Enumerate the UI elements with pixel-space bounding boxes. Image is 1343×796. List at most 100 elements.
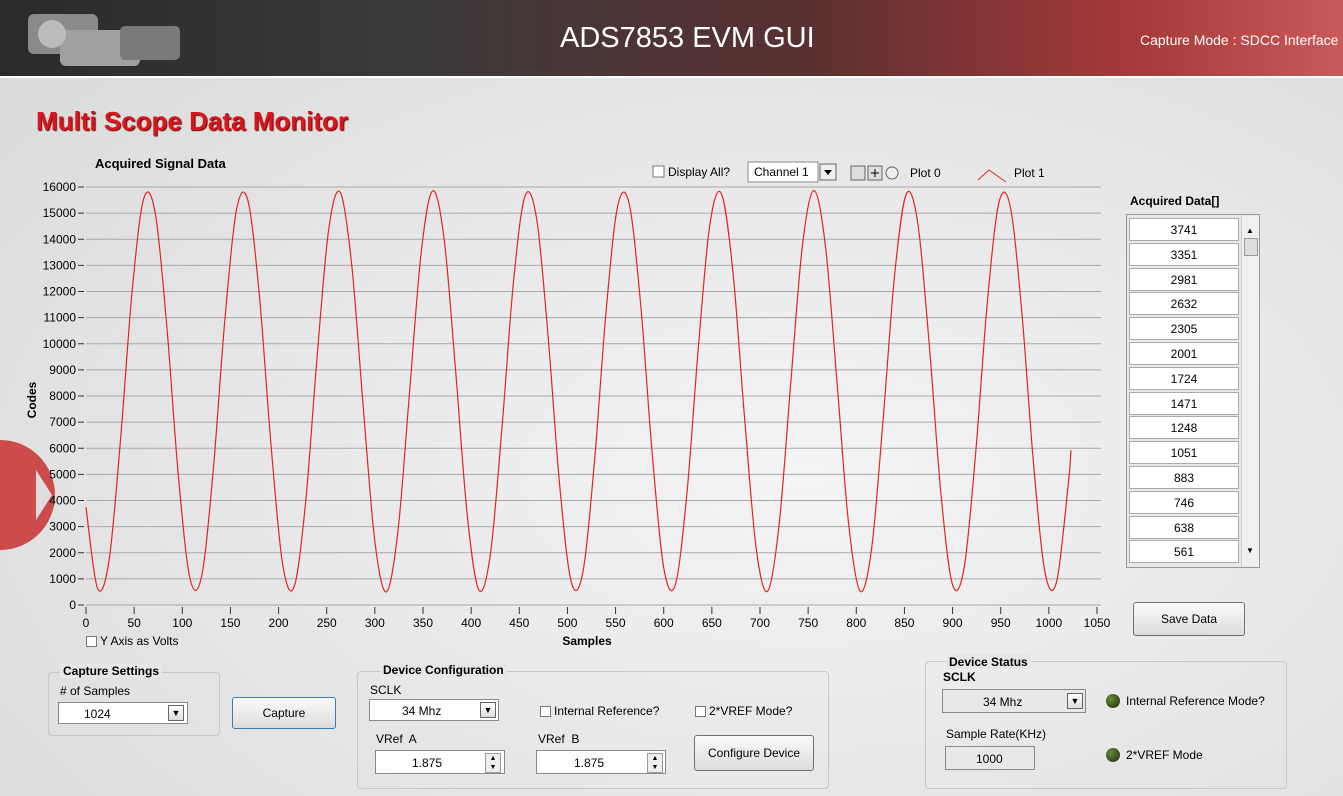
table-cell: 746 bbox=[1129, 491, 1239, 514]
x-tick-label: 950 bbox=[991, 616, 1011, 630]
rate-value: 1000 bbox=[976, 752, 1003, 766]
samples-value: 1024 bbox=[84, 707, 111, 721]
x-tick-label: 450 bbox=[509, 616, 529, 630]
x-tick-label: 1050 bbox=[1084, 616, 1111, 630]
x-tick-label: 150 bbox=[220, 616, 240, 630]
y-tick-label: 3000 bbox=[49, 520, 76, 534]
table-cell: 2001 bbox=[1129, 342, 1239, 365]
y-tick-label: 13000 bbox=[43, 258, 77, 272]
group-title: Device Configuration bbox=[380, 663, 507, 677]
y-tick-label: 4000 bbox=[49, 494, 76, 508]
sclk-label: SCLK bbox=[943, 670, 976, 684]
chart-title: Acquired Signal Data bbox=[95, 156, 227, 171]
x-tick-label: 50 bbox=[127, 616, 141, 630]
spinner[interactable]: ▲▼ bbox=[647, 753, 663, 773]
y-tick-label: 1000 bbox=[49, 572, 76, 586]
x-tick-label: 650 bbox=[702, 616, 722, 630]
x-tick-label: 550 bbox=[606, 616, 626, 630]
table-cell: 3351 bbox=[1129, 243, 1239, 266]
table-cell: 1248 bbox=[1129, 416, 1239, 439]
dropdown-button[interactable]: ▼ bbox=[168, 705, 184, 721]
table-cell: 1051 bbox=[1129, 441, 1239, 464]
x-tick-label: 100 bbox=[172, 616, 192, 630]
led bbox=[1106, 748, 1120, 762]
sclk-label: SCLK bbox=[370, 683, 401, 697]
page: ADS7853 EVM GUI Capture Mode : SDCC Inte… bbox=[0, 0, 1343, 796]
x-tick-label: 400 bbox=[461, 616, 481, 630]
sclk-value: 34 Mhz bbox=[983, 695, 1022, 709]
x-tick-label: 200 bbox=[269, 616, 289, 630]
vref2-label: 2*VREF Mode? bbox=[709, 704, 792, 718]
vref-a-value: 1.875 bbox=[412, 756, 442, 770]
checkbox[interactable] bbox=[653, 166, 664, 177]
x-tick-label: 750 bbox=[798, 616, 818, 630]
x-tick-label: 0 bbox=[83, 616, 90, 630]
y-volts-label: Y Axis as Volts bbox=[100, 634, 179, 648]
x-tick-label: 1000 bbox=[1036, 616, 1063, 630]
table-cell: 2305 bbox=[1129, 317, 1239, 340]
channel-value: Channel 1 bbox=[754, 165, 809, 179]
checkbox[interactable] bbox=[86, 636, 97, 647]
dropdown-button[interactable]: ▼ bbox=[1067, 693, 1083, 709]
table-label: Acquired Data[] bbox=[1130, 194, 1219, 208]
y-tick-label: 8000 bbox=[49, 389, 76, 403]
vref-b-value: 1.875 bbox=[574, 756, 604, 770]
display-all-label: Display All? bbox=[668, 165, 730, 179]
table-cell: 3741 bbox=[1129, 218, 1239, 241]
vref-b-label: VRef B bbox=[538, 732, 579, 746]
table-cell: 1471 bbox=[1129, 392, 1239, 415]
x-tick-label: 850 bbox=[894, 616, 914, 630]
led bbox=[1106, 694, 1120, 708]
sclk-value: 34 Mhz bbox=[402, 704, 441, 718]
table-cell: 1724 bbox=[1129, 367, 1239, 390]
y-tick-label: 0 bbox=[69, 598, 76, 612]
capture-button[interactable]: Capture bbox=[232, 697, 336, 729]
dropdown-button[interactable]: ▼ bbox=[480, 702, 496, 718]
vref2-label: 2*VREF Mode bbox=[1126, 748, 1203, 762]
x-tick-label: 500 bbox=[557, 616, 577, 630]
y-tick-label: 5000 bbox=[49, 467, 76, 481]
x-tick-label: 600 bbox=[654, 616, 674, 630]
spinner[interactable]: ▲▼ bbox=[485, 753, 501, 773]
legend: Display All? Channel 1 Plot 0 Plot 1 bbox=[653, 162, 1045, 182]
y-tick-label: 16000 bbox=[43, 180, 77, 194]
table-cell: 2632 bbox=[1129, 292, 1239, 315]
scrollbar[interactable]: ▲ ▼ bbox=[1241, 216, 1259, 566]
rate-label: Sample Rate(KHz) bbox=[946, 727, 1046, 741]
legend-swatch bbox=[978, 170, 1006, 182]
y-tick-label: 12000 bbox=[43, 285, 77, 299]
zoom-tool[interactable] bbox=[851, 166, 865, 180]
x-tick-label: 300 bbox=[365, 616, 385, 630]
scroll-thumb[interactable] bbox=[1244, 238, 1258, 256]
y-axis-label: Codes bbox=[25, 381, 39, 418]
data-line bbox=[86, 191, 1071, 592]
y-tick-label: 9000 bbox=[49, 363, 76, 377]
legend-label: Plot 0 bbox=[910, 166, 941, 180]
scroll-down[interactable]: ▼ bbox=[1246, 546, 1254, 555]
table-cell: 561 bbox=[1129, 540, 1239, 563]
group-title: Device Status bbox=[946, 655, 1031, 669]
checkbox[interactable] bbox=[695, 706, 706, 717]
x-tick-label: 900 bbox=[943, 616, 963, 630]
scroll-up[interactable]: ▲ bbox=[1246, 226, 1254, 235]
group-title: Capture Settings bbox=[60, 664, 162, 678]
save-button[interactable]: Save Data bbox=[1133, 602, 1245, 636]
table-cell: 638 bbox=[1129, 516, 1239, 539]
samples-label: # of Samples bbox=[60, 684, 130, 698]
table-cell: 883 bbox=[1129, 466, 1239, 489]
y-tick-label: 11000 bbox=[44, 311, 77, 325]
chart: Acquired Signal Data Codes Samples 01000… bbox=[0, 0, 1120, 660]
y-tick-label: 14000 bbox=[43, 232, 77, 246]
vref-a-label: VRef A bbox=[376, 732, 417, 746]
checkbox[interactable] bbox=[540, 706, 551, 717]
x-tick-label: 350 bbox=[413, 616, 433, 630]
pan-tool[interactable] bbox=[886, 167, 898, 179]
internal-ref-label: Internal Reference? bbox=[554, 704, 659, 718]
configure-button[interactable]: Configure Device bbox=[694, 735, 814, 771]
y-tick-label: 15000 bbox=[43, 206, 77, 220]
x-tick-label: 250 bbox=[317, 616, 337, 630]
x-axis-label: Samples bbox=[562, 634, 612, 648]
capture-mode: Capture Mode : SDCC Interface bbox=[1140, 32, 1343, 48]
internal-ref-label: Internal Reference Mode? bbox=[1126, 694, 1265, 708]
